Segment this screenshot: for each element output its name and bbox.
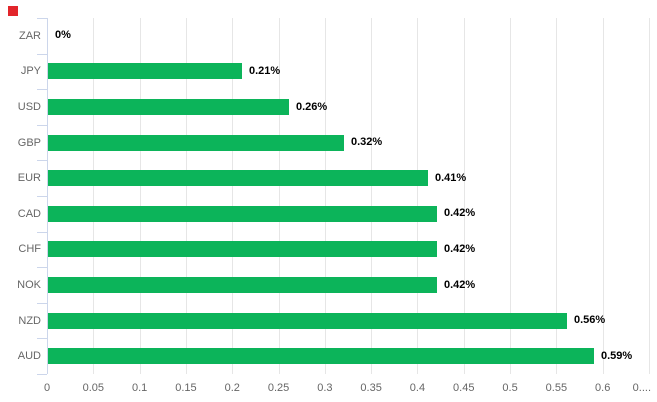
category-axis-tick <box>37 196 47 197</box>
value-label: 0.32% <box>351 136 383 148</box>
x-axis-label: 0.15 <box>175 382 197 394</box>
category-label: GBP <box>17 137 41 149</box>
bar[interactable] <box>48 135 344 151</box>
gridline <box>602 18 604 374</box>
gridline <box>556 18 558 374</box>
x-axis-label: 0.6 <box>595 382 611 394</box>
category-label: USD <box>17 101 41 113</box>
x-axis-label: 0.2 <box>224 382 240 394</box>
value-label: 0.42% <box>444 207 476 219</box>
gridline <box>278 18 280 374</box>
x-axis-label: 0.5 <box>502 382 518 394</box>
gridline <box>417 18 419 374</box>
gridline <box>139 18 141 374</box>
category-axis-tick <box>37 303 47 304</box>
x-axis-label: 0.... <box>632 382 651 394</box>
gridline <box>185 18 187 374</box>
category-label: ZAR <box>19 30 41 42</box>
gridline <box>649 18 650 374</box>
gridline <box>324 18 326 374</box>
bar[interactable] <box>48 206 437 222</box>
gridline <box>371 18 373 374</box>
x-axis-label: 0.45 <box>453 382 475 394</box>
x-axis-label: 0 <box>43 382 51 394</box>
category-axis-line <box>47 18 48 374</box>
bar[interactable] <box>48 170 428 186</box>
category-axis-tick <box>37 160 47 161</box>
gridline <box>463 18 465 374</box>
category-axis-tick <box>37 267 47 268</box>
category-label: EUR <box>17 172 41 184</box>
x-axis-label: 0.05 <box>82 382 105 394</box>
category-label: AUD <box>17 350 41 362</box>
bar[interactable] <box>48 348 594 364</box>
category-label: JPY <box>20 65 41 77</box>
bar[interactable] <box>48 99 289 115</box>
category-axis-tick <box>37 374 47 375</box>
category-label: NZD <box>18 315 41 327</box>
x-axis-label: 0.1 <box>131 382 148 394</box>
value-label: 0.42% <box>444 279 476 291</box>
value-label: 0.26% <box>296 101 328 113</box>
x-axis-label: 0.3 <box>317 382 333 394</box>
gridline <box>232 18 234 374</box>
category-label: NOK <box>17 279 41 291</box>
bar[interactable] <box>48 63 242 79</box>
value-label: 0.56% <box>574 314 606 326</box>
gridline <box>93 18 95 374</box>
x-axis-label: 0.25 <box>267 382 290 394</box>
bar[interactable] <box>48 313 567 329</box>
x-axis-label: 0.35 <box>360 382 382 394</box>
x-axis-label: 0.4 <box>409 382 426 394</box>
category-label: CHF <box>18 243 41 255</box>
value-label: 0.41% <box>435 172 467 184</box>
category-axis-tick <box>37 89 47 90</box>
category-label: CAD <box>17 208 41 220</box>
red-marker <box>8 6 18 16</box>
value-label: 0.59% <box>601 350 633 362</box>
value-label: 0% <box>55 29 71 41</box>
x-axis-label: 0.55 <box>545 382 568 394</box>
gridline <box>510 18 512 374</box>
category-axis-tick <box>37 18 47 19</box>
category-axis-tick <box>37 338 47 339</box>
value-label: 0.21% <box>249 65 281 77</box>
bar[interactable] <box>48 241 437 257</box>
value-label: 0.42% <box>444 243 476 255</box>
bar[interactable] <box>48 277 437 293</box>
category-axis-tick <box>37 232 47 233</box>
category-axis-tick <box>37 54 47 55</box>
category-axis-tick <box>37 125 47 126</box>
